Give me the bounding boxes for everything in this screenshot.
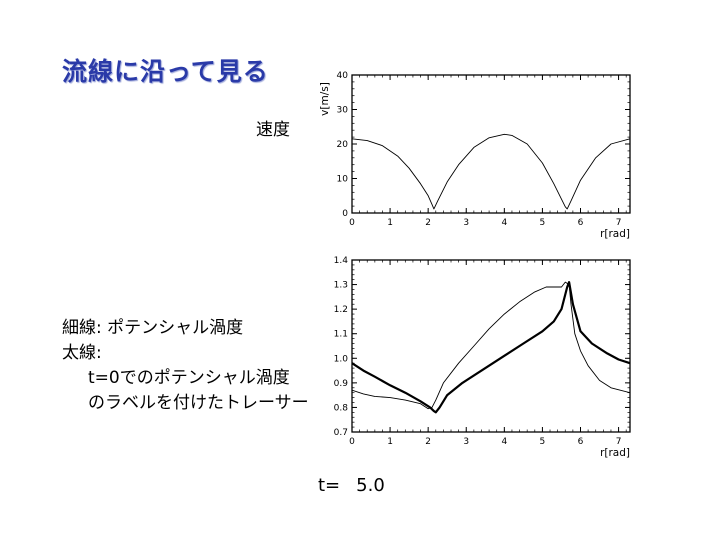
legend-thick-line2: のラベルを付けたトレーサー: [88, 393, 309, 413]
velocity-y-tick-label: 20: [337, 140, 349, 150]
pv-y-tick-label: 1.2: [334, 305, 348, 315]
velocity-x-tick-label: 2: [425, 218, 431, 228]
speed-label: 速度: [256, 120, 290, 140]
pv-x-tick-label: 6: [578, 437, 584, 447]
time-label: t=: [318, 475, 341, 496]
pv-x-tick-label: 1: [387, 437, 393, 447]
pv-x-tick-label: 3: [463, 437, 469, 447]
pv-series-thin-line: [352, 281, 630, 410]
pv-x-tick-label: 7: [616, 437, 622, 447]
velocity-y-tick-label: 0: [342, 209, 348, 219]
pv-y-tick-label: 1.0: [334, 354, 349, 364]
legend-thin-line: 細線: ポテンシャル渦度: [62, 318, 244, 338]
pv-x-tick-label: 5: [540, 437, 546, 447]
pv-x-tick-label: 4: [501, 437, 507, 447]
velocity-x-tick-label: 6: [578, 218, 584, 228]
velocity-x-tick-label: 7: [616, 218, 622, 228]
pv-y-tick-label: 0.7: [334, 428, 348, 438]
legend-thick-line1: t=0でのポテンシャル渦度: [88, 368, 290, 388]
pv-x-axis-label: r[rad]: [600, 447, 630, 459]
pv-x-tick-label: 2: [425, 437, 431, 447]
velocity-y-tick-label: 40: [337, 71, 349, 81]
time-readout: t= 5.0: [318, 475, 385, 496]
legend-thick-head: 太線:: [62, 343, 102, 363]
velocity-x-tick-label: 3: [463, 218, 469, 228]
velocity-y-tick-label: 30: [337, 106, 349, 116]
pv-y-tick-label: 0.8: [334, 403, 349, 413]
velocity-y-tick-label: 10: [337, 175, 349, 185]
pv-series-thick-line: [352, 281, 630, 414]
velocity-x-tick-label: 5: [540, 218, 546, 228]
velocity-x-tick-label: 1: [387, 218, 393, 228]
pv-plot-frame: [351, 259, 631, 433]
time-value: 5.0: [356, 475, 385, 496]
velocity-y-axis-label: v[m/s]: [319, 82, 331, 116]
pv-y-tick-label: 1.4: [334, 256, 349, 266]
legend-block: 細線: ポテンシャル渦度 太線: t=0でのポテンシャル渦度 のラベルを付けたト…: [62, 316, 309, 416]
pv-y-tick-label: 1.3: [334, 281, 348, 291]
pv-y-tick-label: 1.1: [334, 330, 348, 340]
velocity-x-tick-label: 0: [349, 218, 355, 228]
slide-title: 流線に沿って見る: [62, 57, 269, 86]
velocity-x-tick-label: 4: [501, 218, 507, 228]
velocity-x-axis-label: r[rad]: [600, 228, 630, 240]
pv-y-tick-label: 0.9: [334, 379, 349, 389]
velocity-series-thin-line: [352, 133, 630, 210]
pv-x-tick-label: 0: [349, 437, 355, 447]
